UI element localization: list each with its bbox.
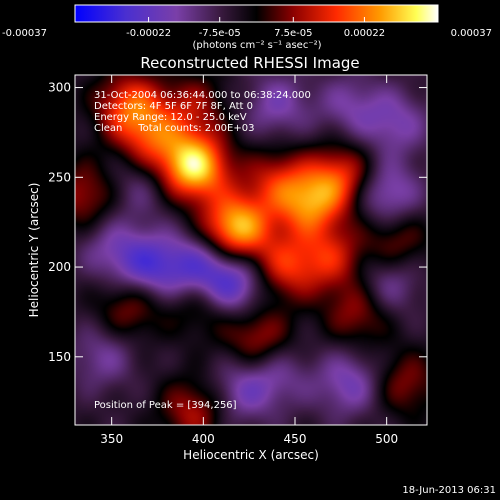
y-ticks	[75, 87, 427, 358]
colorbar-tick-label: 0.00022	[344, 28, 385, 39]
annotation-energy-range: Energy Range: 12.0 - 25.0 keV	[94, 112, 247, 123]
colorbar-tick-label: -0.00037	[2, 28, 47, 39]
y-tick-labels: 150 200 250 300	[48, 81, 71, 364]
x-tick-label: 400	[192, 432, 215, 446]
annotation-time-range: 31-Oct-2004 06:36:44.000 to 06:38:24.000	[94, 90, 311, 101]
heatmap-image	[75, 75, 427, 425]
x-tick-label: 450	[284, 432, 307, 446]
x-axis-label: Heliocentric X (arcsec)	[183, 448, 319, 462]
annotation-detectors: Detectors: 4F 5F 6F 7F 8F, Att 0	[94, 101, 253, 112]
annotation-peak-position: Position of Peak = [394,256]	[94, 400, 237, 411]
plot-frame	[74, 74, 428, 426]
colorbar-tick-label: 7.5e-05	[274, 28, 312, 39]
annotation-clean-counts: Clean Total counts: 2.00E+03	[94, 123, 254, 134]
colorbar-tick-label: 0.00037	[451, 28, 492, 39]
colorbar-tick-label: -7.5e-05	[199, 28, 241, 39]
footer-timestamp: 18-Jun-2013 06:31	[402, 485, 496, 496]
chart-title: Reconstructed RHESSI Image	[140, 54, 359, 72]
x-tick-labels: 350 400 450 500	[100, 432, 398, 446]
colorbar-units: (photons cm⁻² s⁻¹ asec⁻²)	[192, 40, 321, 51]
y-tick-label: 300	[48, 81, 71, 95]
colorbar-tick-label: -0.00022	[126, 28, 171, 39]
x-tick-label: 350	[100, 432, 123, 446]
y-tick-label: 150	[48, 350, 71, 364]
y-tick-label: 200	[48, 260, 71, 274]
y-tick-label: 250	[48, 170, 71, 184]
colorbar	[74, 4, 439, 23]
y-axis-label: Heliocentric Y (arcsec)	[27, 183, 41, 318]
x-tick-label: 500	[375, 432, 398, 446]
x-ticks	[111, 75, 388, 425]
colorbar-ticks	[74, 17, 439, 22]
colorbar-tick-labels: -0.00037 -0.00022 -7.5e-05 7.5e-05 0.00022 0.…	[2, 28, 492, 39]
